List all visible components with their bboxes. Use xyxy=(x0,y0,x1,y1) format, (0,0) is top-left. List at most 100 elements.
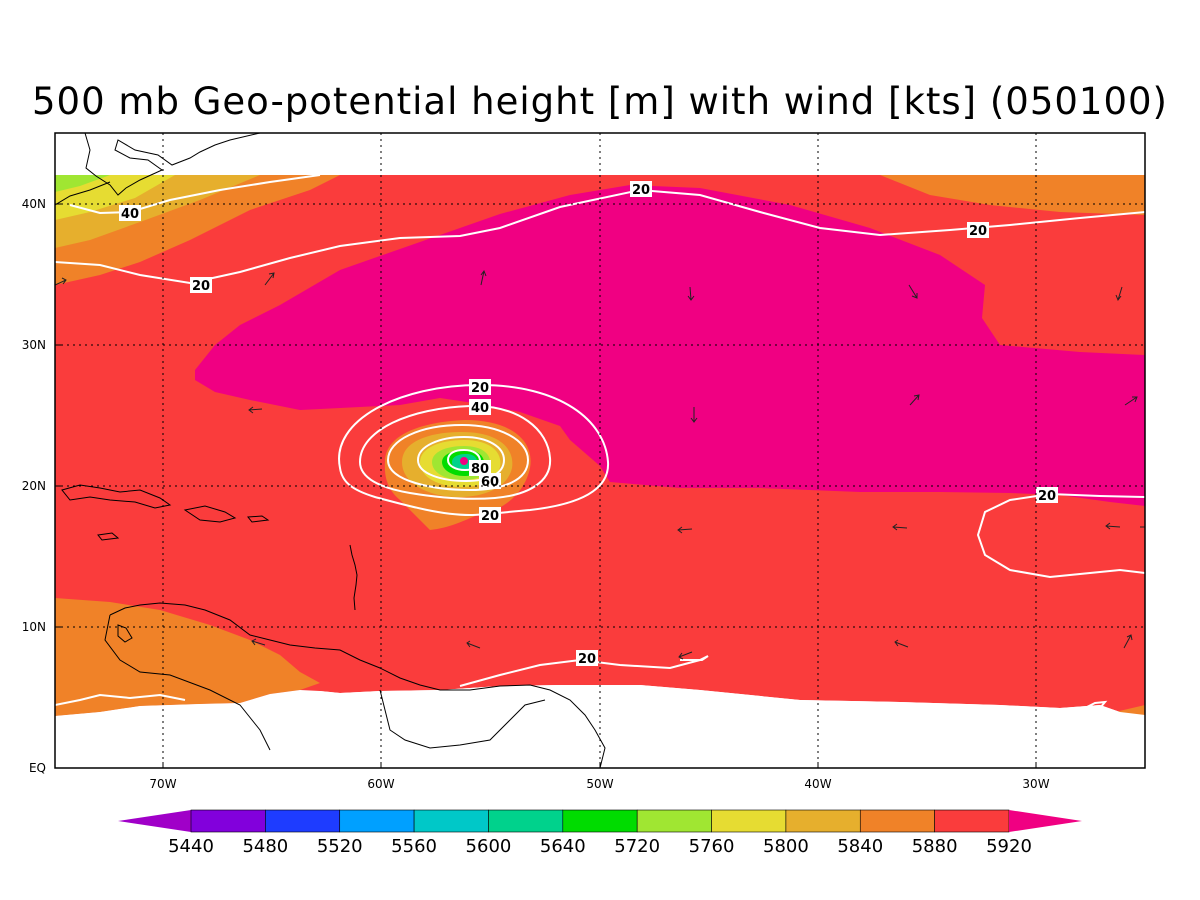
wind-contour-40-vortex xyxy=(358,404,552,500)
wind-arrow xyxy=(908,284,918,299)
axis-ticks xyxy=(55,203,1037,768)
svg-text:20: 20 xyxy=(192,279,210,294)
wind-arrow xyxy=(1105,522,1121,530)
colorbar-swatch xyxy=(636,809,712,833)
lat-label-20n: 20N xyxy=(22,479,46,493)
lat-label-40n: 40N xyxy=(22,197,46,211)
colorbar-label: 5800 xyxy=(763,836,809,857)
lat-axis-labels: EQ 10N 20N 30N 40N xyxy=(22,197,46,775)
svg-text:40: 40 xyxy=(471,401,489,416)
contour-label-40-vortex: 40 xyxy=(469,399,491,416)
colorbar-swatch xyxy=(934,809,1010,833)
coastline-cuba xyxy=(61,484,172,509)
shade-5720-5760-nw xyxy=(55,175,110,192)
wind-arrow xyxy=(677,526,693,534)
lat-label-10n: 10N xyxy=(22,620,46,634)
colorbar-label: 5560 xyxy=(391,836,437,857)
wind-contour-20-outer-vortex xyxy=(338,383,610,517)
wind-contour-20-southwest xyxy=(55,693,186,706)
contour-label-20-east: 20 xyxy=(1036,487,1058,504)
colorbar-swatch xyxy=(785,809,861,833)
map-title: 500 mb Geo-potential height [m] with win… xyxy=(32,80,1168,123)
colorbar-swatch xyxy=(859,809,935,833)
wind-arrow xyxy=(892,523,908,531)
contour-label-20-west: 20 xyxy=(190,277,212,294)
lat-label-eq: EQ xyxy=(29,761,46,775)
wind-contour-60-vortex xyxy=(386,423,530,492)
wind-vectors xyxy=(55,269,1145,660)
colorbar-label: 5720 xyxy=(614,836,660,857)
contour-label-20-vortex-top: 20 xyxy=(469,379,491,396)
no-data-region xyxy=(55,685,1145,768)
colorbar-label: 5640 xyxy=(540,836,586,857)
lat-label-30n: 30N xyxy=(22,338,46,352)
lon-label-60w: 60W xyxy=(367,777,394,791)
coastline-jamaica xyxy=(97,532,120,541)
wind-arrow xyxy=(264,272,275,286)
lon-axis-labels: 70W 60W 50W 40W 30W xyxy=(149,777,1049,791)
svg-text:40: 40 xyxy=(121,207,139,222)
colorbar-label: 5840 xyxy=(837,836,883,857)
lon-label-50w: 50W xyxy=(586,777,613,791)
colorbar-label: 5880 xyxy=(912,836,958,857)
svg-text:20: 20 xyxy=(471,381,489,396)
contour-label-20-vortex-bottom: 20 xyxy=(479,507,501,524)
wind-contour-20-south xyxy=(459,655,709,687)
colorbar-label: 5760 xyxy=(689,836,735,857)
colorbar-label: 5600 xyxy=(466,836,512,857)
colorbar-label: 5520 xyxy=(317,836,363,857)
shade-vortex-eye xyxy=(460,457,468,465)
contour-label-20-northeast: 20 xyxy=(967,222,989,239)
wind-contour-80-vortex xyxy=(416,435,506,483)
lon-label-30w: 30W xyxy=(1022,777,1049,791)
contour-label-40-northwest: 40 xyxy=(119,205,141,222)
wind-arrow xyxy=(678,651,693,660)
svg-text:20: 20 xyxy=(481,509,499,524)
colorbar-swatch-min xyxy=(118,810,191,832)
colorbar-swatch xyxy=(413,809,489,833)
colorbar: 5440 5480 5520 5560 5600 5640 5720 5760 5800 5840… xyxy=(118,809,1082,857)
colorbar-swatch xyxy=(488,809,564,833)
colorbar-label: 5920 xyxy=(986,836,1032,857)
coastline-puerto-rico xyxy=(247,515,270,523)
coastlines xyxy=(55,133,606,768)
wind-arrow xyxy=(1124,396,1138,406)
wind-arrow xyxy=(690,407,698,423)
wind-arrow xyxy=(909,394,920,406)
lon-label-70w: 70W xyxy=(149,777,176,791)
coastline-gulf-maracaibo xyxy=(117,624,133,643)
coastline-south-america-inland-b xyxy=(379,689,546,749)
wind-arrow xyxy=(480,269,487,286)
shade-5920-high xyxy=(195,185,1145,506)
colorbar-label: 5480 xyxy=(242,836,288,857)
lon-label-40w: 40W xyxy=(804,777,831,791)
colorbar-swatch xyxy=(339,809,415,833)
map-plot-area: 20 40 20 20 20 40 xyxy=(55,133,1145,768)
shade-5840-5880-se xyxy=(1115,705,1145,716)
svg-text:20: 20 xyxy=(578,652,596,667)
coastline-hispaniola xyxy=(183,505,237,523)
wind-arrow xyxy=(687,286,695,301)
wind-arrow xyxy=(1123,634,1133,649)
coastline-north-america xyxy=(84,133,261,196)
contour-labels: 20 40 20 20 20 40 xyxy=(119,181,1058,667)
shade-5840-5880-ne xyxy=(880,175,1145,215)
coastline-south-america xyxy=(109,602,606,768)
contour-label-20-north: 20 xyxy=(630,181,652,198)
contour-label-60-vortex: 60 xyxy=(479,473,501,490)
wind-arrow xyxy=(1115,286,1123,302)
wind-arrow xyxy=(248,406,263,414)
colorbar-swatch xyxy=(265,809,341,833)
svg-text:20: 20 xyxy=(1038,489,1056,504)
map-grid xyxy=(55,133,1145,768)
wind-contour-40-northwest xyxy=(69,174,321,215)
wind-arrow xyxy=(251,638,266,646)
svg-text:20: 20 xyxy=(969,224,987,239)
wind-arrow xyxy=(894,639,909,648)
colorbar-swatch-max xyxy=(1009,810,1082,832)
coastline-lesser-antilles xyxy=(349,544,358,611)
colorbar-swatch xyxy=(562,809,638,833)
coastline-south-america-inland-a xyxy=(104,614,271,751)
svg-text:60: 60 xyxy=(481,475,499,490)
